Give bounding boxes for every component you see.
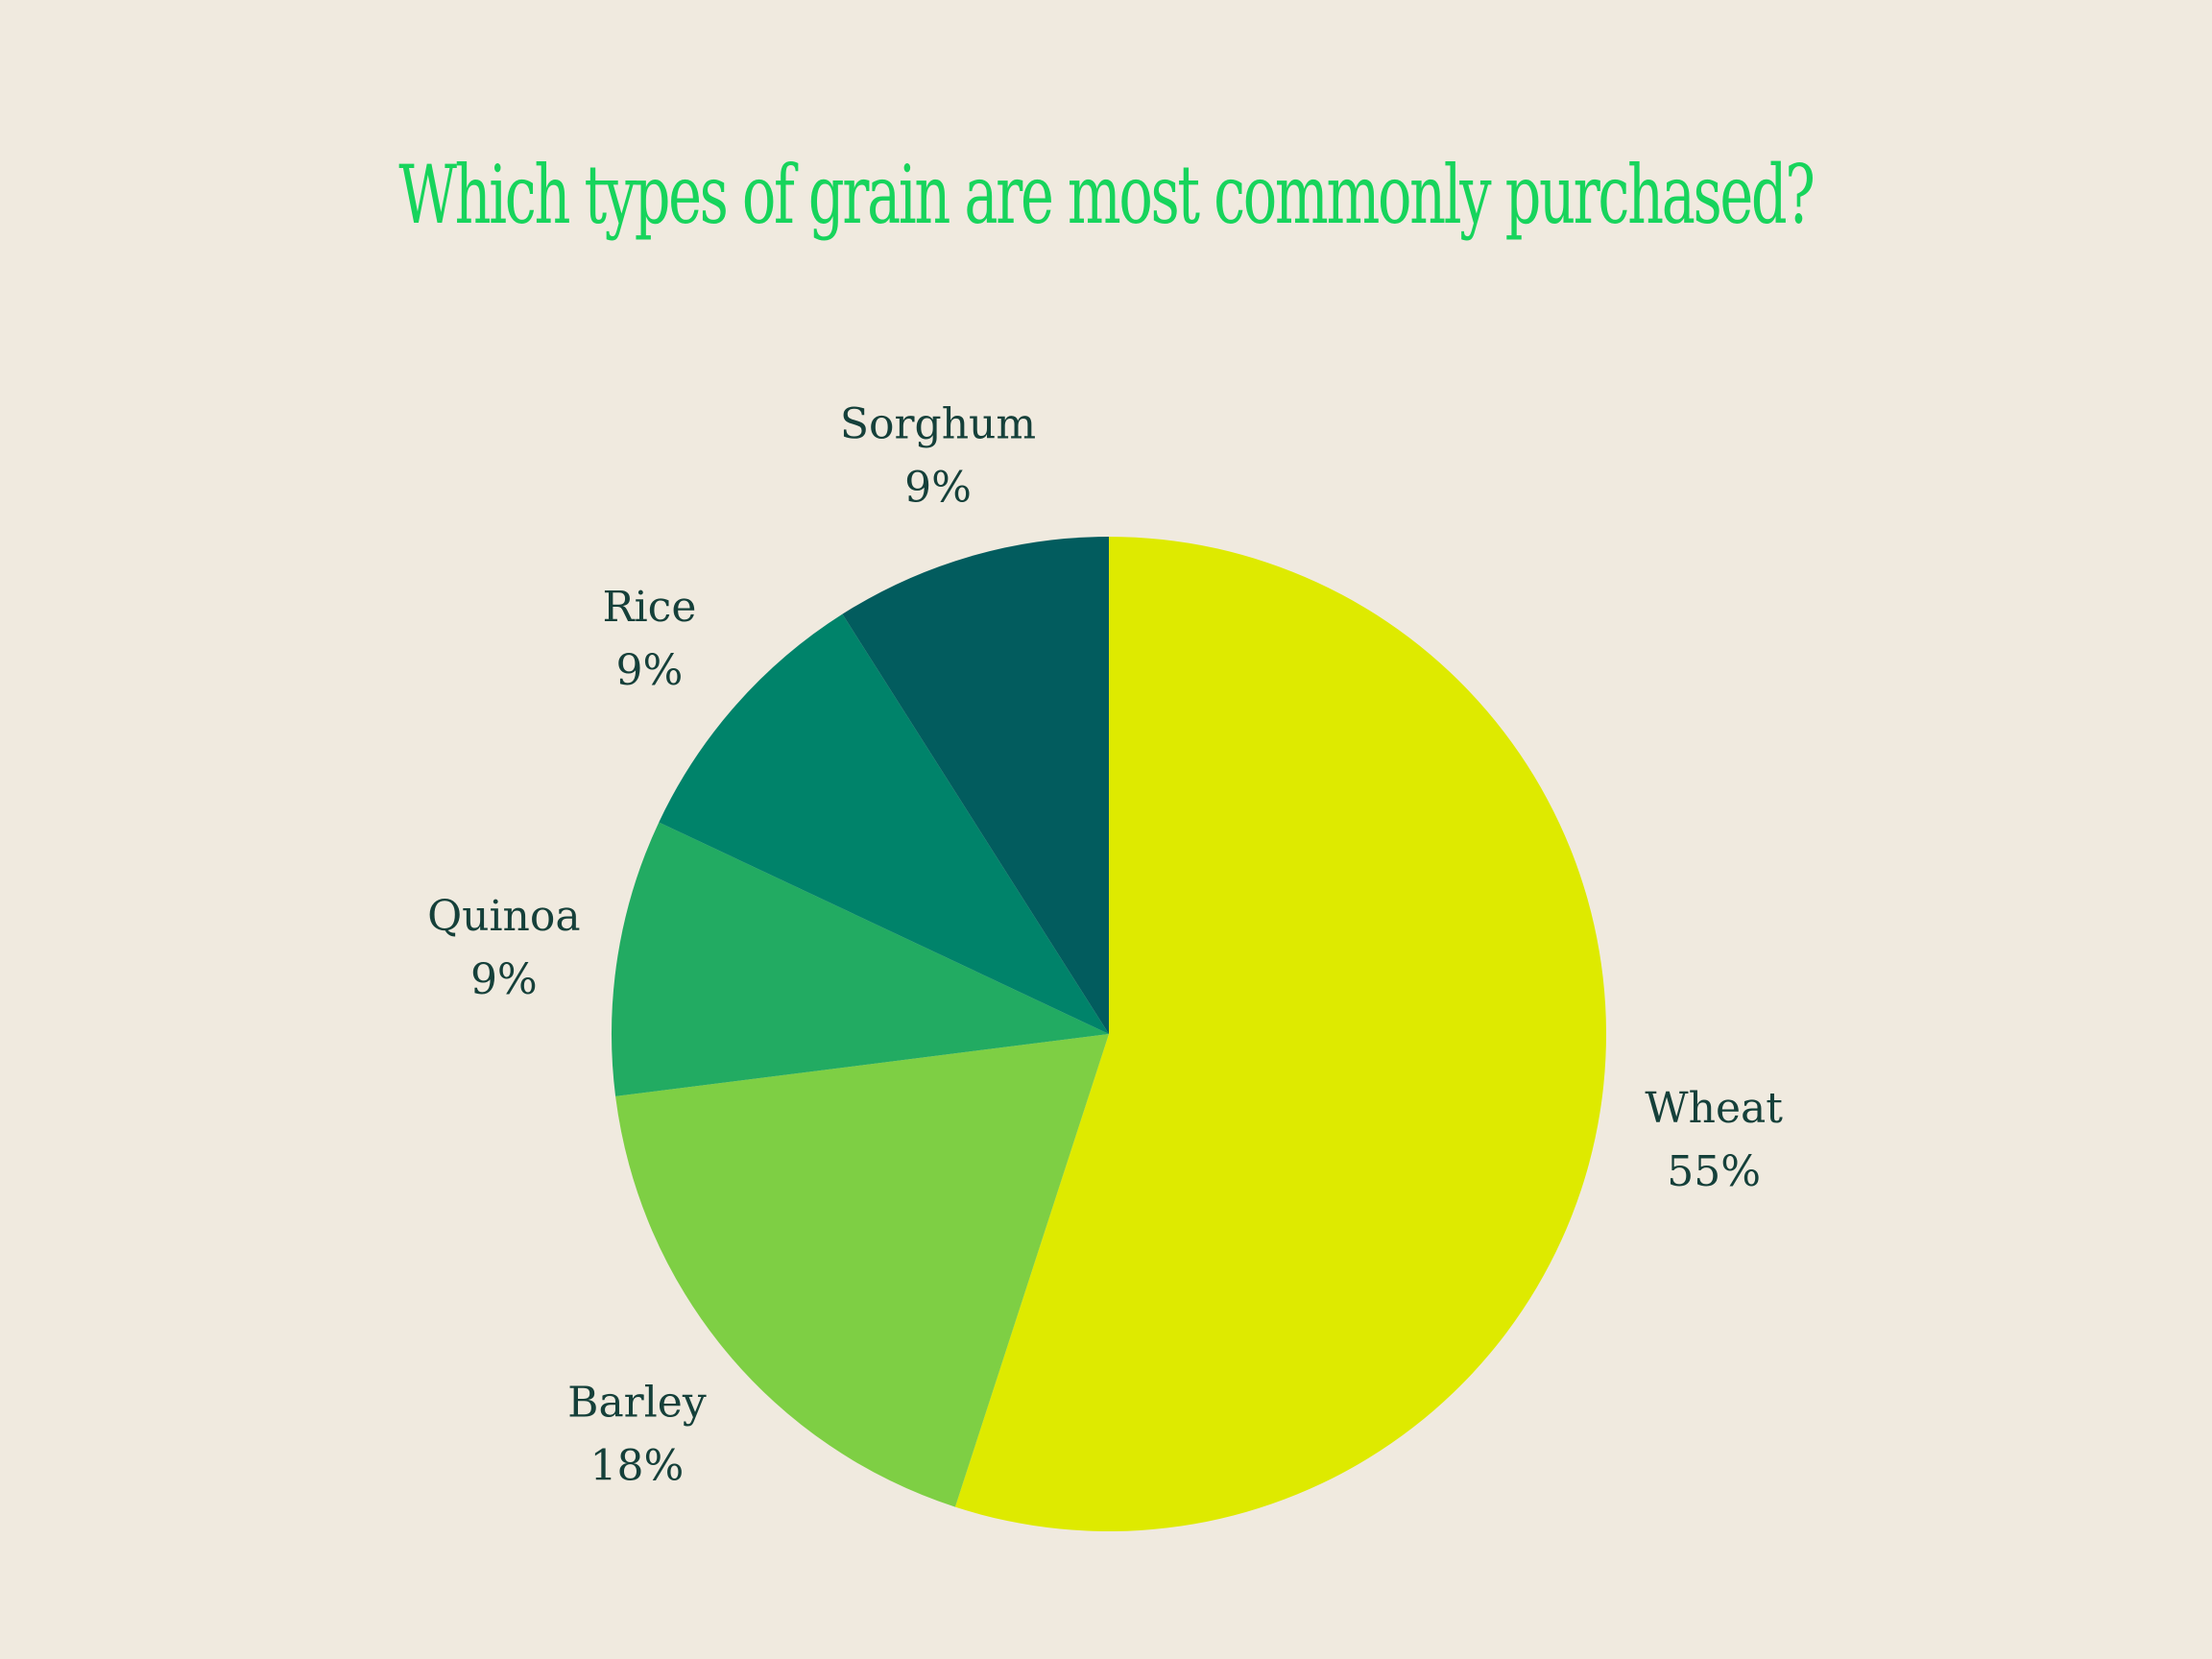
slice-label-sorghum: Sorghum xyxy=(840,399,1036,448)
slice-value-quinoa: 9% xyxy=(470,955,538,1004)
pie-slice-barley xyxy=(615,1034,1109,1507)
slice-value-sorghum: 9% xyxy=(904,463,972,512)
chart-title: Which types of grain are most commonly p… xyxy=(398,148,1813,242)
pie-slice-quinoa xyxy=(612,822,1109,1096)
pie-slice-rice xyxy=(659,613,1109,1034)
slice-value-rice: 9% xyxy=(616,646,684,695)
slice-label-quinoa: Quinoa xyxy=(427,892,581,941)
slice-label-barley: Barley xyxy=(567,1379,707,1428)
slice-value-barley: 18% xyxy=(590,1442,685,1491)
pie-slices xyxy=(612,537,1607,1531)
slice-label-rice: Rice xyxy=(602,583,696,632)
pie-slice-sorghum xyxy=(842,537,1109,1034)
slice-label-wheat: Wheat xyxy=(1645,1084,1783,1133)
slice-value-wheat: 55% xyxy=(1667,1147,1761,1196)
slice-labels: Wheat 55% Barley 18% Quinoa 9% Rice 9% Sorghum 9% xyxy=(427,399,1783,1490)
pie-slice-wheat xyxy=(954,537,1607,1531)
